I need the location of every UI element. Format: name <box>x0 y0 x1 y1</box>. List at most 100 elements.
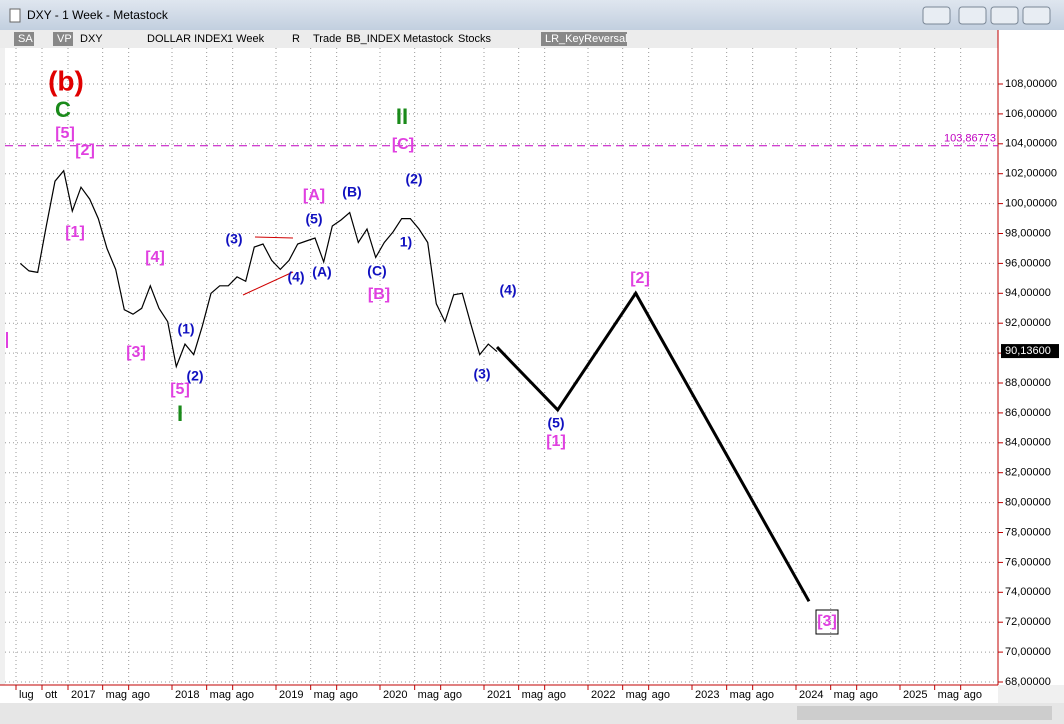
toolbar-item[interactable]: SA <box>18 33 33 45</box>
wave-label: C <box>55 97 71 122</box>
y-tick-label: 74,00000 <box>1005 586 1051 598</box>
y-tick-label: 78,00000 <box>1005 526 1051 538</box>
toolbar-item[interactable]: Stocks <box>458 33 492 45</box>
wave-label: (C) <box>367 263 386 279</box>
close-button[interactable] <box>1022 6 1051 25</box>
y-tick-label: 84,00000 <box>1005 437 1051 449</box>
x-tick-label: 2025 <box>903 689 927 701</box>
restore-button[interactable] <box>922 6 951 25</box>
x-tick-label: mag <box>418 689 439 701</box>
wave-label: (2) <box>405 171 422 187</box>
y-tick-label: 76,00000 <box>1005 556 1051 568</box>
toolbar-item[interactable]: DOLLAR INDEX <box>147 33 228 45</box>
time-axis <box>0 685 998 703</box>
x-tick-label: 2020 <box>383 689 407 701</box>
wave-label: I <box>177 401 183 426</box>
window-title: DXY - 1 Week - Metastock <box>27 8 169 22</box>
price-tag <box>1001 344 1059 359</box>
resistance-label: 103,86773 <box>944 133 996 145</box>
wave-label: [1] <box>546 433 566 450</box>
triangle-line <box>254 236 294 239</box>
x-tick-label: ago <box>132 689 150 701</box>
toolbar-item[interactable]: LR_KeyReversal <box>545 33 628 45</box>
x-tick-label: mag <box>626 689 647 701</box>
x-tick-label: ago <box>236 689 254 701</box>
toolbar-item[interactable]: DXY <box>80 33 103 45</box>
price-line <box>19 169 498 369</box>
x-tick-label: mag <box>730 689 751 701</box>
wave-label: (4) <box>287 269 304 285</box>
wave-label: [3] <box>817 613 837 630</box>
wave-label: [2] <box>630 270 650 287</box>
y-tick-label: 94,00000 <box>1005 287 1051 299</box>
y-tick-label: 70,00000 <box>1005 646 1051 658</box>
x-tick-label: ago <box>964 689 982 701</box>
projection-line <box>495 290 811 603</box>
x-tick-label: ago <box>860 689 878 701</box>
toolbar-button[interactable] <box>541 32 627 46</box>
scroll-thumb[interactable] <box>797 706 1052 720</box>
maximize-button[interactable] <box>990 6 1019 25</box>
x-tick-label: mag <box>106 689 127 701</box>
x-tick-label: 2017 <box>71 689 95 701</box>
y-tick-label: 98,00000 <box>1005 227 1051 239</box>
chart-area <box>5 48 998 685</box>
x-tick-label: ago <box>444 689 462 701</box>
x-tick-label: ago <box>340 689 358 701</box>
x-tick-label: 2018 <box>175 689 199 701</box>
wave-label: (5) <box>547 415 564 431</box>
toolbar-item[interactable]: Trade <box>313 33 341 45</box>
y-tick-label: 82,00000 <box>1005 467 1051 479</box>
x-tick-label: lug <box>19 689 34 701</box>
toolbar-item[interactable]: Metastock <box>403 33 454 45</box>
toolbar-button[interactable] <box>14 32 34 46</box>
wave-label: II <box>396 104 408 129</box>
x-tick-label: mag <box>938 689 959 701</box>
wave-label: (5) <box>305 211 322 227</box>
toolbar-button[interactable] <box>53 32 73 46</box>
x-tick-label: mag <box>522 689 543 701</box>
y-tick-label: 86,00000 <box>1005 407 1051 419</box>
wave-label: (4) <box>499 282 516 298</box>
x-tick-label: mag <box>314 689 335 701</box>
toolbar-item[interactable]: BB_INDEX <box>346 33 401 45</box>
y-tick-label: 108,00000 <box>1005 78 1057 90</box>
x-tick-label: ago <box>548 689 566 701</box>
x-tick-label: mag <box>834 689 855 701</box>
wave-label: (A) <box>312 264 331 280</box>
wave-label: (3) <box>225 231 242 247</box>
x-tick-label: 2024 <box>799 689 823 701</box>
toolbar-item[interactable]: R <box>292 33 300 45</box>
x-tick-label: mag <box>210 689 231 701</box>
y-tick-label: 80,00000 <box>1005 497 1051 509</box>
wave-label: 1) <box>400 234 412 250</box>
wave-label: [B] <box>368 286 390 303</box>
wave-label: [C] <box>392 136 414 153</box>
wave-label: [5] <box>55 125 75 142</box>
wave-label: [4] <box>145 249 165 266</box>
x-tick-label: 2021 <box>487 689 511 701</box>
wave-label: [3] <box>126 344 146 361</box>
label-box <box>815 609 839 635</box>
y-tick-label: 92,00000 <box>1005 317 1051 329</box>
wave-label: (2) <box>186 368 203 384</box>
y-tick-label: 102,00000 <box>1005 168 1057 180</box>
app-icon <box>9 8 21 23</box>
y-tick-label: 106,00000 <box>1005 108 1057 120</box>
wave-label: (3) <box>473 366 490 382</box>
y-tick-label: 88,00000 <box>1005 377 1051 389</box>
minimize-button[interactable] <box>958 6 987 25</box>
x-tick-label: 2023 <box>695 689 719 701</box>
y-tick-label: 104,00000 <box>1005 138 1057 150</box>
toolbar-item[interactable]: VP <box>57 33 72 45</box>
wave-label: [1] <box>65 224 85 241</box>
window-buttons[interactable] <box>922 6 1051 25</box>
y-tick-label: 100,00000 <box>1005 198 1057 210</box>
wave-label: [5] <box>170 381 190 398</box>
y-tick-label: 68,00000 <box>1005 676 1051 688</box>
toolbar-item[interactable]: 1 Week <box>227 33 265 45</box>
triangle-line <box>242 271 294 296</box>
wave-label: [2] <box>75 142 95 159</box>
x-tick-label: 2022 <box>591 689 615 701</box>
